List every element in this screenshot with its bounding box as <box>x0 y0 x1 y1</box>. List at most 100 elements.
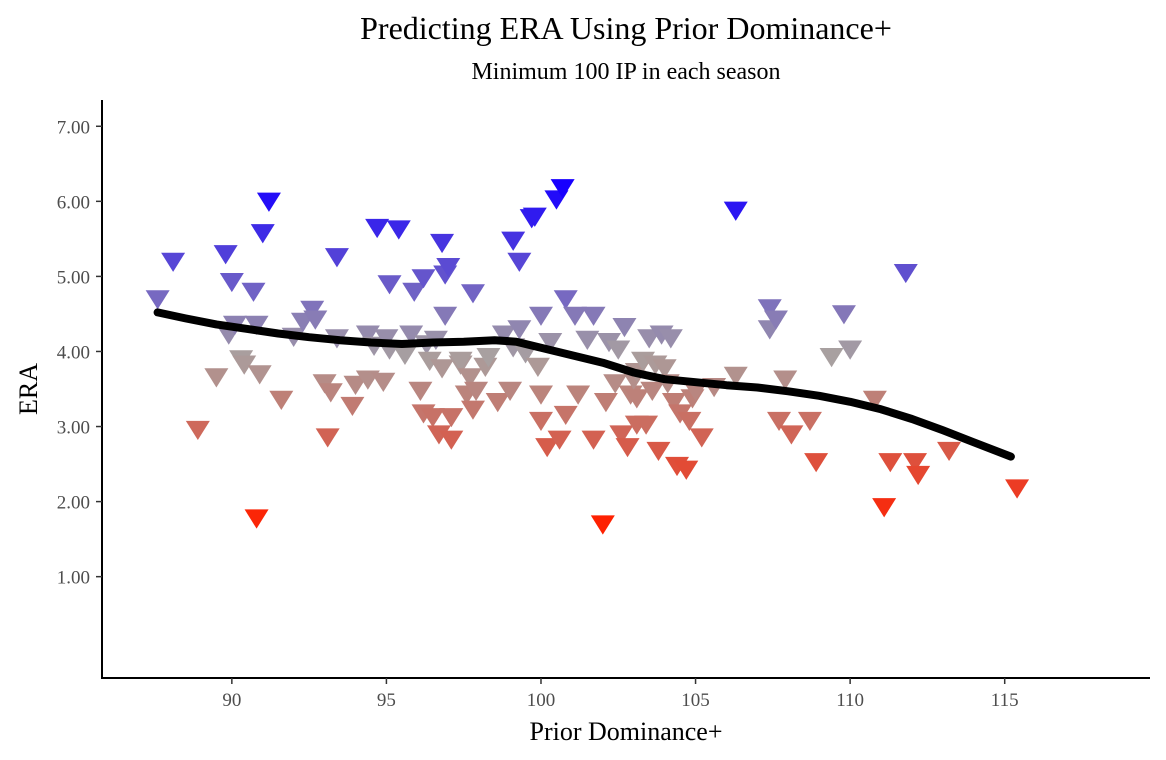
x-axis-title: Prior Dominance+ <box>529 717 722 746</box>
data-point <box>402 282 427 302</box>
data-point <box>185 420 210 441</box>
x-tick-label: 95 <box>377 690 396 711</box>
data-point <box>878 453 903 473</box>
y-tick-label: 4.00 <box>57 342 90 363</box>
data-point <box>624 389 649 409</box>
data-point <box>538 333 563 353</box>
data-point <box>757 299 782 319</box>
data-point <box>244 315 269 335</box>
y-axis-title: ERA <box>14 363 43 415</box>
data-point <box>797 411 822 432</box>
data-point <box>937 441 962 462</box>
data-point <box>528 411 553 432</box>
x-tick-label: 115 <box>991 690 1019 711</box>
data-point <box>399 325 424 345</box>
data-point <box>535 438 560 458</box>
data-point <box>831 305 856 325</box>
data-point <box>547 430 572 450</box>
data-point <box>603 374 628 394</box>
data-point <box>763 310 788 330</box>
data-point <box>430 233 455 254</box>
data-point <box>674 460 699 480</box>
data-point <box>590 515 615 535</box>
data-point <box>723 366 748 386</box>
data-point <box>575 330 600 350</box>
data-point <box>476 348 501 368</box>
data-point <box>779 425 804 445</box>
data-point <box>528 385 553 405</box>
y-tick-label: 2.00 <box>57 493 90 514</box>
data-point <box>767 411 792 432</box>
data-point <box>553 405 578 426</box>
data-point <box>473 357 498 377</box>
x-axis-ticks: 90 95 100 105 110 115 <box>222 678 1019 711</box>
data-point <box>232 355 257 375</box>
data-point <box>862 390 887 411</box>
y-axis-ticks: 1.00 2.00 3.00 4.00 5.00 6.00 7.00 <box>57 117 102 589</box>
data-point <box>318 383 343 403</box>
data-point <box>343 375 368 395</box>
x-tick-label: 90 <box>222 690 241 711</box>
data-point <box>247 365 272 385</box>
data-point <box>562 306 587 326</box>
data-point <box>417 351 442 371</box>
data-point <box>241 282 266 302</box>
data-point <box>553 290 578 310</box>
data-point <box>436 257 461 278</box>
data-point <box>408 381 433 401</box>
data-point <box>411 269 436 289</box>
data-point <box>658 329 683 349</box>
data-point <box>324 248 349 268</box>
data-point <box>501 231 526 251</box>
data-point <box>522 207 547 227</box>
data-point <box>256 192 281 212</box>
data-point <box>355 325 380 345</box>
data-point <box>593 393 618 413</box>
data-point <box>460 284 485 304</box>
data-point <box>491 325 516 345</box>
y-tick-label: 1.00 <box>57 568 90 589</box>
data-point <box>374 329 399 349</box>
x-tick-label: 105 <box>681 690 710 711</box>
data-point <box>365 218 390 239</box>
x-tick-label: 110 <box>836 690 864 711</box>
chart-subtitle: Minimum 100 IP in each season <box>471 59 780 85</box>
data-point <box>646 441 671 462</box>
x-tick-label: 100 <box>527 690 556 711</box>
data-point <box>507 320 532 340</box>
data-point <box>315 428 340 448</box>
data-point <box>903 453 928 473</box>
data-point <box>615 438 640 458</box>
data-point <box>300 300 325 320</box>
data-point <box>893 263 918 284</box>
data-point <box>507 252 532 272</box>
data-point <box>661 393 686 413</box>
data-point <box>448 351 473 371</box>
data-point <box>420 408 445 428</box>
data-point <box>581 306 606 326</box>
y-tick-label: 6.00 <box>57 192 90 213</box>
data-point <box>439 430 464 450</box>
data-point <box>550 179 575 199</box>
data-point <box>464 381 489 401</box>
y-tick-label: 3.00 <box>57 418 90 439</box>
data-point <box>457 368 482 388</box>
data-point <box>609 425 634 445</box>
data-point <box>528 306 553 326</box>
data-point <box>204 368 229 388</box>
data-point <box>250 224 275 244</box>
data-points <box>145 179 1030 535</box>
data-point <box>430 359 455 379</box>
data-point <box>838 340 863 360</box>
data-point <box>689 428 714 448</box>
data-point <box>906 465 931 486</box>
data-point <box>392 345 417 365</box>
data-point <box>269 390 294 411</box>
data-point <box>606 340 631 360</box>
data-point <box>303 310 328 330</box>
data-point <box>612 317 637 338</box>
data-point <box>145 290 170 310</box>
data-point <box>677 411 702 432</box>
data-point <box>340 396 365 417</box>
